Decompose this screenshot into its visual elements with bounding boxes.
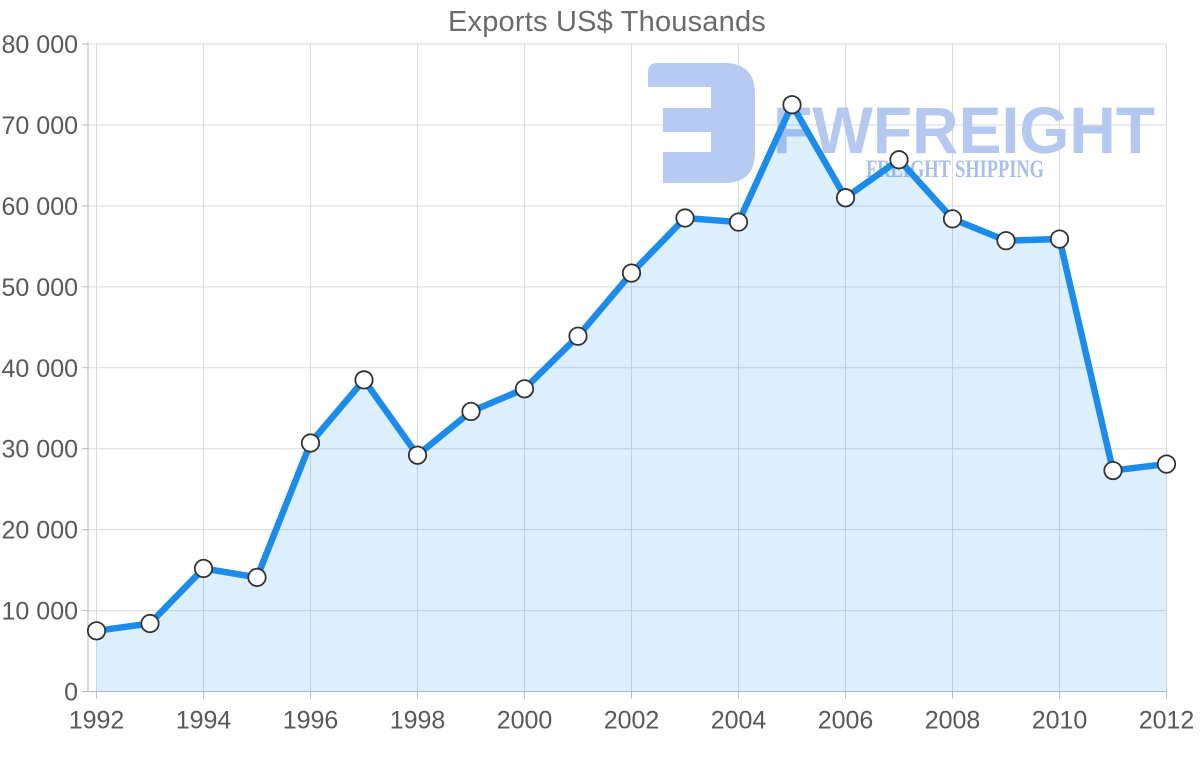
data-point-marker	[1103, 460, 1123, 481]
data-point-marker	[407, 445, 428, 465]
axes	[82, 42, 1167, 699]
data-point-marker	[1156, 454, 1177, 474]
gridlines	[88, 43, 1167, 692]
x-tick-label: 2008	[925, 707, 981, 735]
data-point-marker	[835, 188, 856, 208]
data-point-marker	[728, 212, 749, 232]
y-tick-label: 50 000	[2, 274, 78, 302]
data-point-marker	[461, 401, 481, 422]
data-point-marker	[300, 433, 321, 453]
y-tick-label: 40 000	[2, 355, 78, 383]
x-tick-label: 1998	[390, 707, 446, 735]
y-tick-label: 60 000	[2, 193, 78, 221]
y-axis-labels: 0 10 000 20 000 30 000 40 000 50 000 60 000 70 …	[2, 31, 78, 707]
data-point-marker	[1049, 229, 1070, 249]
data-point-marker	[247, 567, 267, 587]
watermark-brand-text: FWFREIGHT	[773, 93, 1155, 167]
data-point-marker	[675, 208, 695, 228]
y-tick-label: 70 000	[2, 112, 78, 140]
x-tick-label: 2010	[1032, 707, 1088, 735]
data-point-marker	[621, 263, 642, 283]
fwfreight-logo-icon	[648, 63, 755, 183]
data-point-marker	[140, 613, 160, 634]
data-point-marker	[193, 558, 214, 579]
data-point-marker	[996, 231, 1016, 251]
data-point-marker	[354, 370, 374, 390]
x-tick-label: 2012	[1139, 707, 1195, 735]
y-tick-label: 30 000	[2, 436, 78, 464]
data-point-marker	[568, 326, 588, 346]
y-tick-label: 0	[64, 679, 78, 707]
data-point-marker	[942, 209, 963, 229]
x-tick-label: 1994	[176, 707, 232, 735]
x-tick-label: 2004	[711, 707, 767, 735]
data-point-marker	[889, 150, 909, 170]
x-tick-label: 1996	[283, 707, 339, 735]
data-point-marker	[86, 621, 107, 641]
y-tick-label: 80 000	[2, 31, 78, 59]
x-tick-label: 2006	[818, 707, 874, 735]
x-tick-label: 1992	[69, 707, 125, 735]
y-tick-label: 20 000	[2, 517, 78, 545]
x-tick-label: 2000	[497, 707, 553, 735]
y-tick-label: 10 000	[2, 598, 78, 626]
data-point-marker	[514, 379, 535, 399]
chart-title: Exports US$ Thousands	[447, 6, 766, 38]
data-points	[86, 95, 1177, 641]
x-tick-label: 2002	[604, 707, 660, 735]
area-fill	[96, 104, 1167, 692]
x-axis-labels: 1992 1994 1996 1998 2000 2002 2004 2006 2008 2010…	[69, 707, 1195, 735]
data-point-marker	[782, 95, 802, 115]
